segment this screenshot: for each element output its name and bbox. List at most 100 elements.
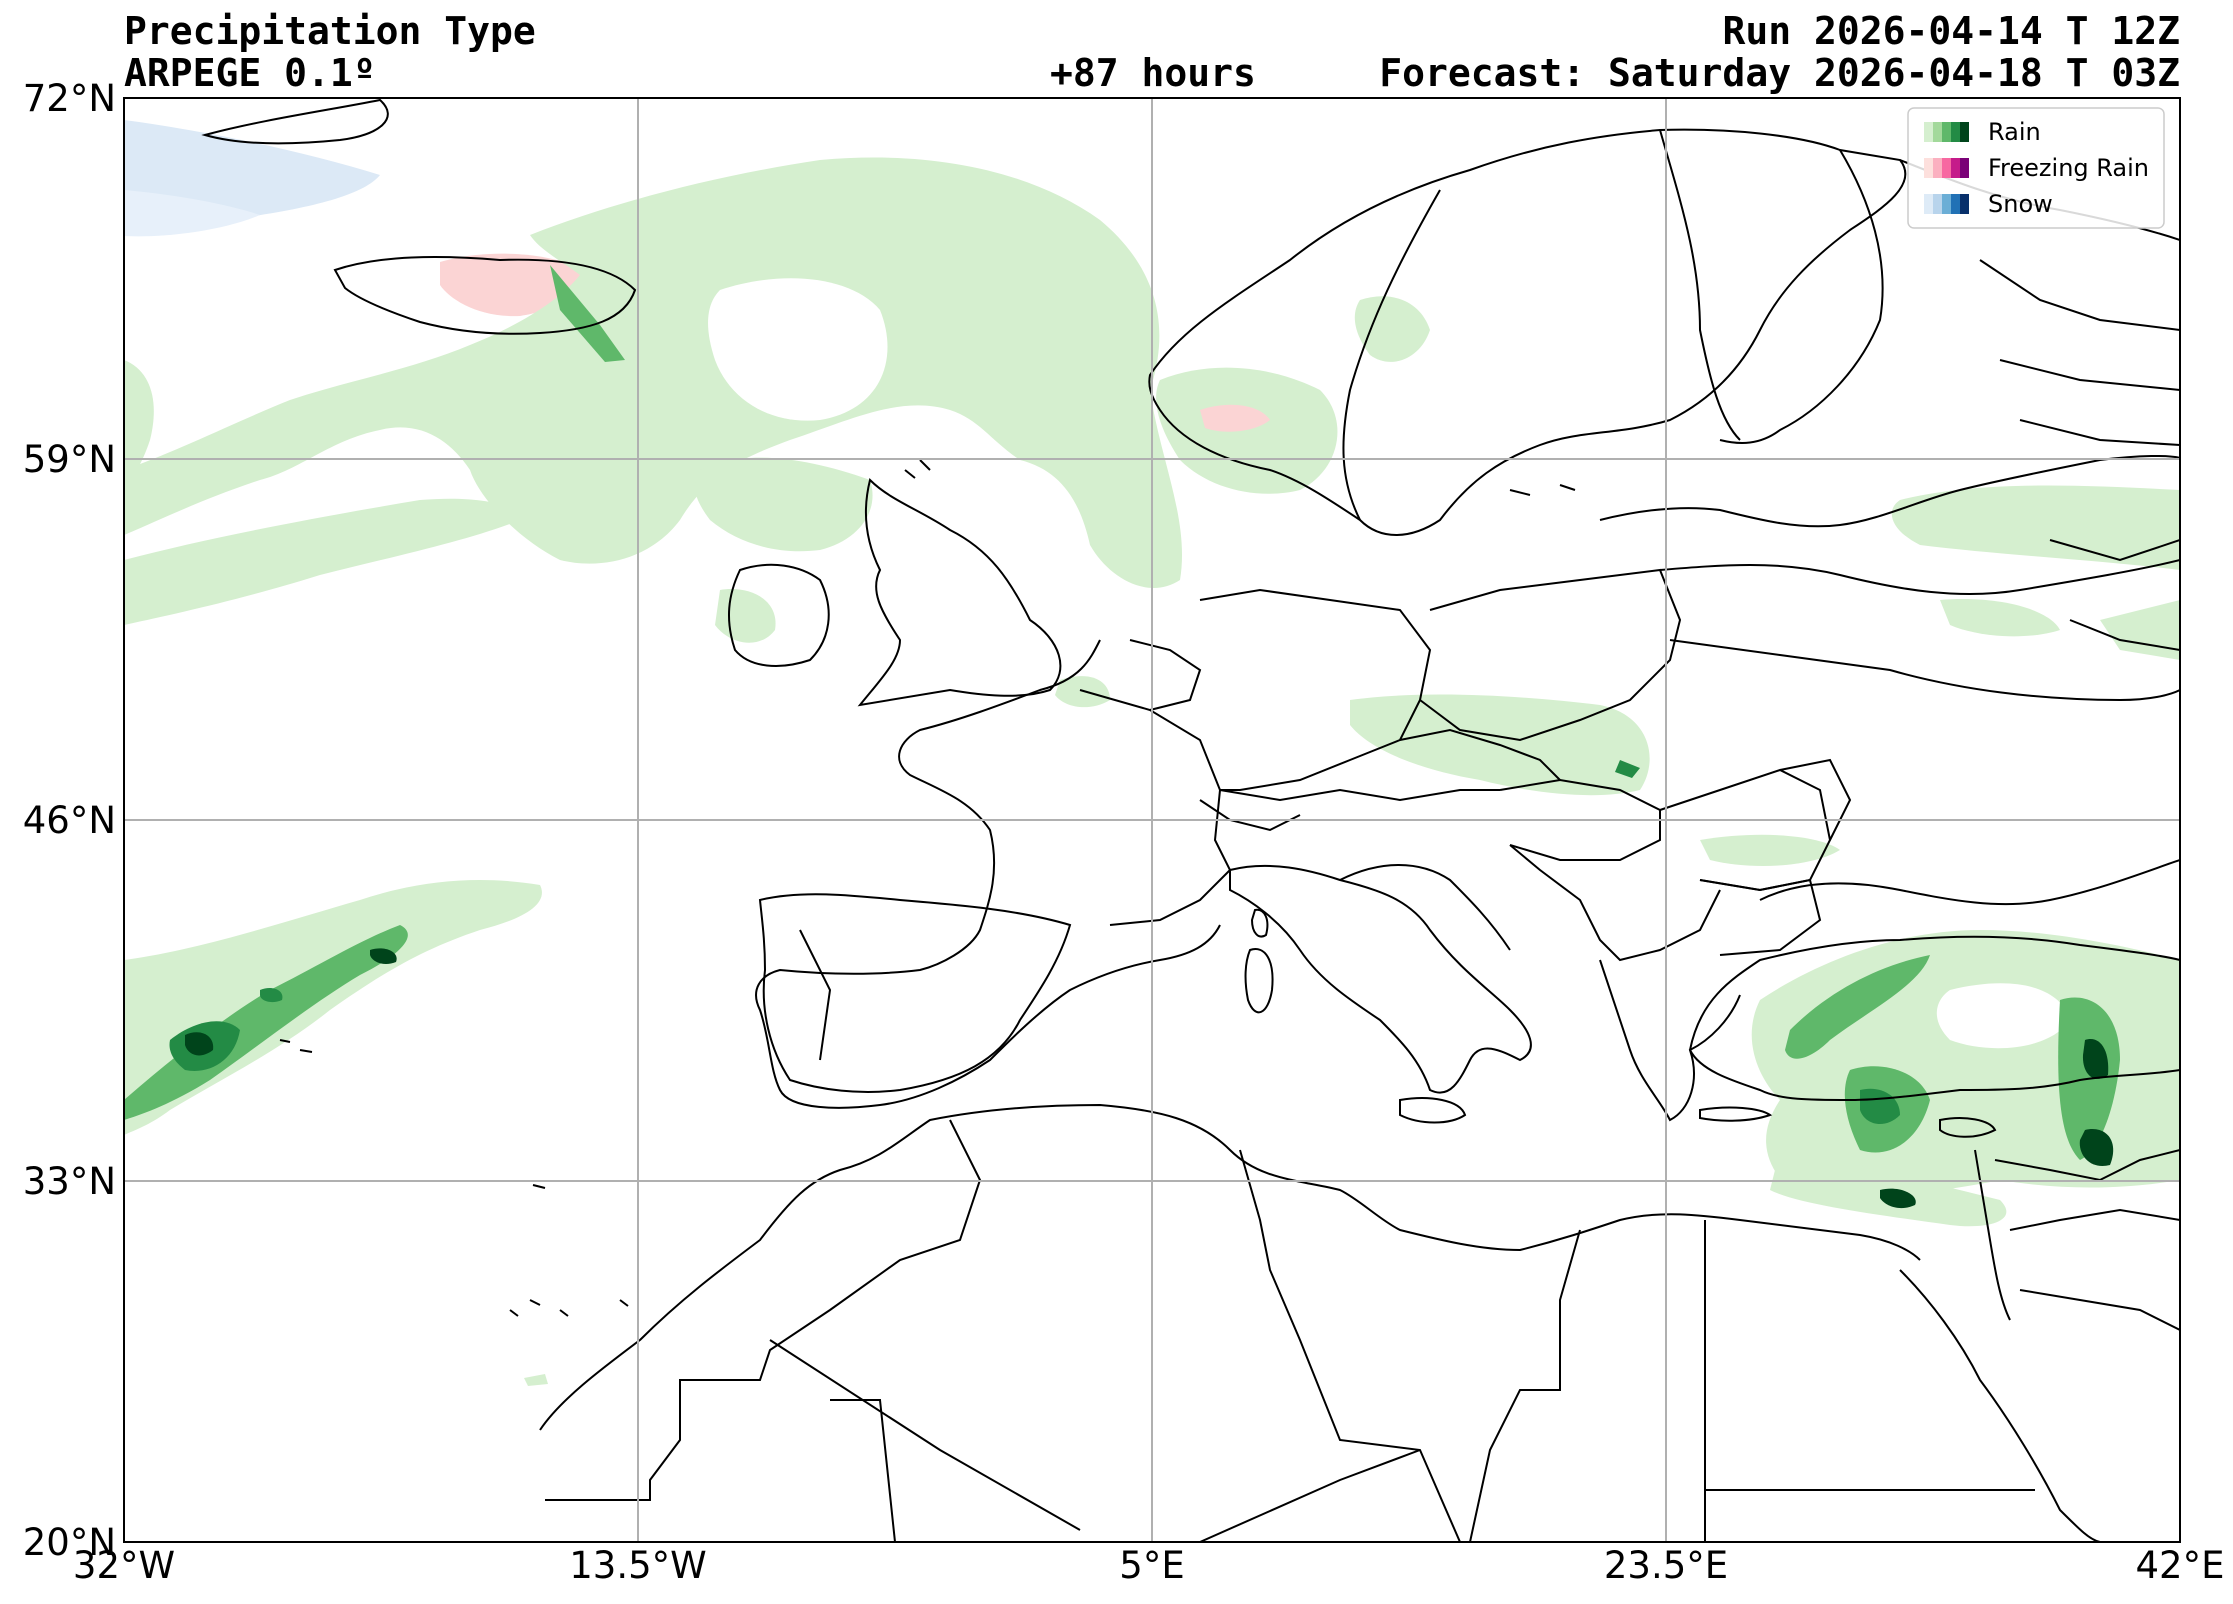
rain-area — [1156, 367, 1338, 494]
rain-area — [124, 925, 408, 1120]
longitude-tick-label: 13.5°W — [569, 1544, 706, 1587]
rain-area — [550, 265, 625, 362]
longitude-tick-label: 23.5°E — [1604, 1544, 1728, 1587]
rain-area — [370, 948, 397, 965]
lead-time-label: +87 hours — [1050, 51, 1256, 95]
egypt-border — [1704, 1220, 2035, 1542]
rain-free-hole — [1936, 983, 2070, 1049]
shetland-islands — [904, 459, 931, 479]
rain-area — [1354, 296, 1430, 362]
rain-area — [2100, 600, 2180, 660]
bulgaria-border — [1699, 878, 1822, 956]
model-label: ARPEGE 0.1º — [124, 51, 376, 95]
sweden-norway-border — [1342, 189, 1441, 521]
romania-border — [1659, 768, 1832, 892]
ireland-coast — [727, 563, 830, 667]
maghreb-borders — [545, 1119, 1581, 1542]
ukraine-border — [1669, 639, 2180, 702]
balkans-border — [1509, 844, 1721, 962]
rain-area — [185, 1032, 214, 1056]
freezing-rain-area — [1200, 404, 1270, 432]
rain-area — [1880, 1188, 1916, 1209]
rain-area — [1770, 1150, 2007, 1227]
rain-area — [715, 589, 776, 643]
switzerland-border — [1199, 799, 1301, 832]
latitude-tick-label: 20°N — [23, 1521, 116, 1564]
legend-swatch — [1924, 194, 1969, 214]
legend-label: Freezing Rain — [1988, 154, 2149, 182]
latitude-labels: 72°N 59°N 46°N 33°N 20°N — [23, 77, 116, 1564]
legend-label: Snow — [1988, 190, 2053, 218]
rain-area — [124, 498, 520, 625]
map-frame — [123, 97, 2181, 1543]
scandinavia-coast — [1148, 128, 1907, 536]
moldova-border — [1779, 758, 1852, 841]
turkey-coast — [1688, 935, 2180, 1102]
baltic-states — [1599, 454, 2180, 528]
longitude-tick-label: 32°W — [73, 1544, 175, 1587]
corsica-coast — [1250, 908, 1269, 938]
map-title: Precipitation Type — [124, 9, 536, 53]
latitude-tick-label: 72°N — [23, 77, 116, 120]
hungary-border — [1499, 778, 1661, 861]
great-britain-coast — [857, 478, 1062, 707]
rain-area — [1615, 760, 1640, 778]
legend: Rain Freezing Rain Snow — [1907, 107, 2165, 229]
rain-area — [2082, 1039, 2109, 1079]
run-label: Run 2026-04-14 T 12Z — [1722, 9, 2180, 53]
rain-area — [124, 880, 542, 1135]
austria-border — [1219, 788, 1500, 802]
canary-islands — [509, 1299, 629, 1317]
finland-coast — [1719, 149, 1884, 444]
iberia-coast — [758, 893, 1072, 1093]
coastlines-and-borders — [201, 98, 2180, 1542]
legend-swatch — [1924, 158, 1969, 178]
rain-area — [260, 988, 283, 1003]
longitude-labels: 32°W 13.5°W 5°E 23.5°E 42°E — [73, 1544, 2225, 1587]
precipitation-layer — [124, 120, 2180, 1386]
belarus-border — [1659, 559, 2180, 596]
azores — [279, 1039, 313, 1053]
levant-coast — [1974, 1149, 2011, 1321]
red-sea-coast — [1899, 1269, 2101, 1542]
russia-region-borders — [1979, 259, 2180, 651]
longitude-tick-label: 5°E — [1119, 1544, 1184, 1587]
rain-free-hole — [708, 278, 888, 421]
crete-coast — [1699, 1106, 1773, 1122]
rain-area — [1891, 485, 2180, 570]
western-europe-coast — [755, 639, 1221, 1109]
rain-area — [1700, 834, 1840, 866]
graticule — [123, 97, 2181, 1543]
benelux-border — [1129, 639, 1202, 711]
legend-box — [1907, 107, 2165, 229]
greece-coast — [1599, 959, 1741, 1122]
madeira — [532, 1184, 546, 1189]
north-africa-coast — [539, 1103, 1921, 1431]
sicily-coast — [1399, 1097, 1467, 1124]
rain-area — [124, 157, 1183, 588]
greenland-coast — [201, 98, 389, 145]
rain-area — [2079, 1129, 2114, 1166]
finland-border — [1659, 129, 1741, 441]
france-border — [1079, 689, 1232, 926]
freezing-rain-area — [440, 253, 582, 317]
czech-border — [1399, 728, 1561, 781]
rain-area — [124, 360, 154, 485]
rain-area — [1940, 599, 2060, 637]
italy-coast — [1229, 864, 1532, 1094]
snow-area — [124, 190, 260, 237]
longitude-tick-label: 42°E — [2136, 1544, 2225, 1587]
rain-area — [694, 457, 873, 552]
iceland-coast — [333, 256, 637, 335]
forecast-label: Forecast: Saturday 2026-04-18 T 03Z — [1379, 51, 2180, 95]
rain-area — [1785, 955, 1930, 1059]
sardinia-coast — [1244, 948, 1274, 1014]
portugal-border — [799, 929, 832, 1061]
poland-border — [1419, 568, 1682, 742]
legend-swatch — [1924, 122, 1969, 142]
adriatic-coast — [1339, 864, 1511, 951]
latitude-tick-label: 33°N — [23, 1160, 116, 1203]
black-sea-coast — [1759, 859, 2180, 906]
germany-border — [1199, 588, 1432, 791]
baltic-islands — [1509, 484, 1576, 496]
